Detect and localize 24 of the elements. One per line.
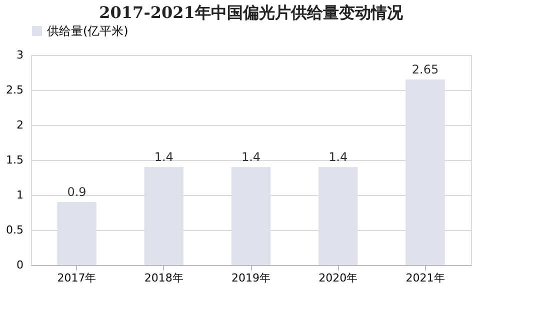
y-tick-label: 0.5 (6, 224, 24, 236)
data-label: 0.9 (67, 185, 86, 199)
y-tick-label: 2 (16, 118, 24, 132)
x-tick-label: 2018年 (144, 272, 184, 284)
y-tick-label: 1.5 (6, 154, 24, 166)
x-tick-label: 2017年 (57, 272, 96, 284)
y-tick-label: 0 (16, 258, 24, 272)
bar (406, 80, 445, 265)
bar (57, 202, 96, 265)
y-tick-label: 1 (16, 188, 24, 202)
data-label: 1.4 (241, 150, 261, 164)
y-tick-label: 3 (16, 48, 24, 62)
data-label: 1.4 (154, 150, 174, 164)
bar (231, 167, 271, 265)
bar (144, 167, 184, 265)
x-tick-label: 2019年 (232, 272, 270, 284)
bar (318, 167, 358, 265)
x-tick-label: 2021年 (406, 272, 445, 284)
chart-title: 2017-2021年中国偏光片供给量变动情况 (99, 3, 404, 22)
legend-label: 供给量(亿平米) (47, 24, 128, 38)
y-tick-label: 2.5 (6, 84, 24, 96)
x-tick-label: 2020年 (318, 272, 358, 284)
data-label: 2.65 (412, 62, 439, 76)
data-label: 1.4 (328, 150, 348, 164)
